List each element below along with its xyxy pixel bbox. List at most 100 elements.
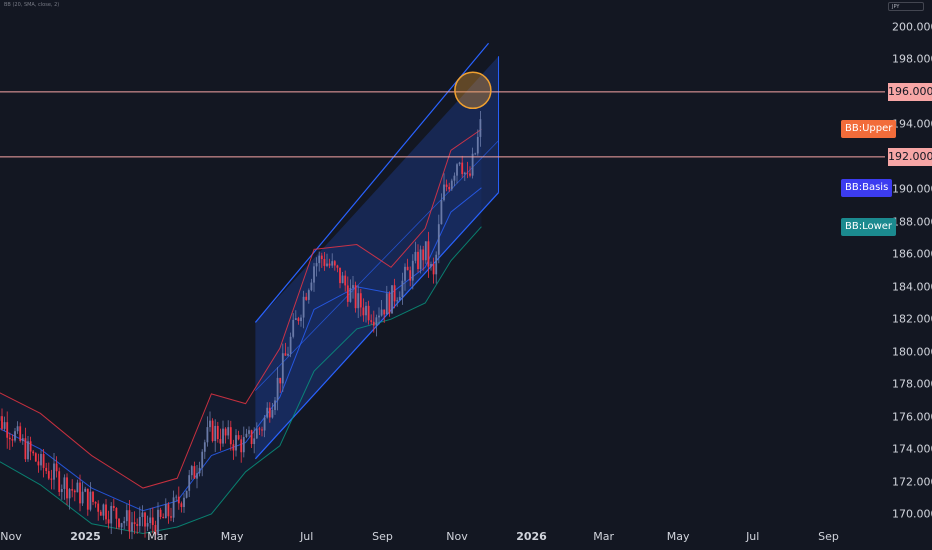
candle [362,298,365,322]
candle [42,449,45,478]
candle [40,450,42,471]
candle [248,426,250,437]
candle [242,426,245,458]
candle [359,288,362,317]
candle [313,262,315,292]
bb-upper-line [0,128,482,489]
candle [211,418,214,443]
candle [89,482,92,512]
candle [375,314,378,337]
candle [47,462,50,481]
candle [63,474,66,500]
candle [209,411,211,432]
time-tick-label: Sep [818,530,839,543]
level-price-tag: 196.000 [888,82,932,101]
channel-lower-line [254,192,499,460]
candle [6,411,9,449]
candle [448,182,451,193]
candle [261,426,263,437]
candle [84,486,87,493]
candle [419,245,422,274]
candle [378,307,380,325]
candle [86,488,89,516]
time-tick-label: Jul [300,530,314,543]
candle [55,456,58,478]
price-tick-label: 190.000 [892,182,932,196]
candle [318,251,321,272]
candle [430,261,432,271]
candle [372,310,375,333]
candle [219,428,222,451]
bollinger-bands [0,128,482,534]
candle [450,178,453,191]
candle [388,291,391,317]
candle [302,290,305,329]
price-tick-label: 182.000 [892,312,932,326]
candle [185,490,188,499]
candle [19,422,22,443]
candle [53,452,55,490]
candle [245,428,248,439]
candle [110,502,113,535]
candle [144,511,146,538]
candle [206,416,209,447]
candle [24,427,27,462]
candle [175,494,178,502]
candle [76,479,79,493]
candle [320,252,323,268]
candle [427,231,430,278]
candle [216,421,219,443]
candle [58,467,61,497]
candle [224,427,227,444]
candle [409,266,412,287]
candle [437,214,440,264]
candle [99,509,102,516]
candle [336,264,339,273]
candle [357,285,360,319]
candle [354,281,357,313]
candle [466,161,469,179]
candle [203,439,206,459]
bb-fill [0,129,482,534]
candle [68,488,71,510]
candle [97,500,100,521]
candle [235,429,237,457]
candle [479,111,482,147]
candle [380,299,383,317]
candle [284,342,287,356]
price-tick-label: 172.000 [892,475,932,489]
candle [11,434,14,447]
candle [120,522,123,535]
candle [154,520,157,540]
time-tick-label: 2026 [516,530,547,543]
candle [180,501,183,513]
candle [60,484,63,500]
time-tick-label: Sep [372,530,393,543]
candle [45,462,48,475]
candle [401,272,404,305]
candle [461,155,464,178]
candle [404,263,406,291]
bb-label-tag: BB:Upper [841,120,897,139]
candle [391,285,393,314]
currency-badge[interactable]: JPY [888,2,924,11]
candle [279,377,282,393]
candle [326,253,328,268]
time-tick-label: Nov [0,530,22,543]
price-tick-label: 198.000 [892,52,932,66]
time-tick-label: Mar [593,530,615,543]
candle [289,332,292,358]
candle [383,309,386,323]
candle [34,452,37,462]
price-tick-label: 200.000 [892,20,932,34]
candle [131,511,133,540]
candle [287,346,289,357]
candle [424,241,427,264]
candle [164,498,167,519]
candle [196,464,198,489]
indicator-title: BB (20, SMA, close, 2) [4,2,60,8]
candle [188,469,191,498]
candle [102,503,105,521]
